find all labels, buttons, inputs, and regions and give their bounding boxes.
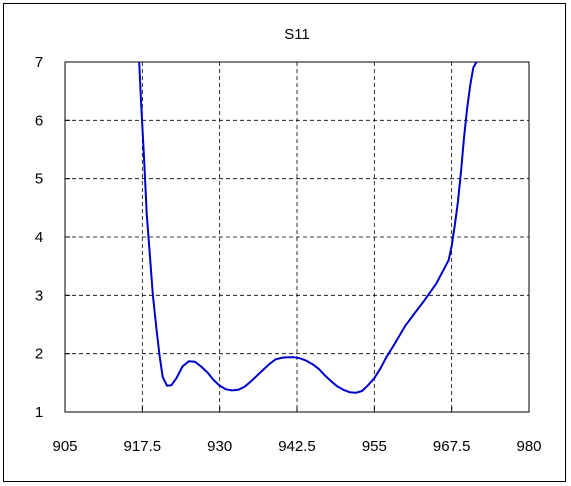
x-tick-label: 967.5 bbox=[433, 438, 471, 455]
series-layer bbox=[138, 61, 478, 394]
x-tick-label: 980 bbox=[516, 438, 541, 455]
y-tick-label: 7 bbox=[35, 54, 43, 71]
y-tick-label: 4 bbox=[35, 229, 43, 246]
x-tick-label: 955 bbox=[362, 438, 387, 455]
x-tick-label: 917.5 bbox=[124, 438, 162, 455]
chart-frame: S11 905 917.5 930 942.5 955 967.5 980 1 2 3 4 5 6 7 bbox=[3, 3, 566, 482]
x-tick-label: 905 bbox=[52, 438, 77, 455]
y-tick-label: 3 bbox=[35, 287, 43, 304]
x-tick-label: 930 bbox=[207, 438, 232, 455]
grid bbox=[65, 62, 529, 412]
chart-title: S11 bbox=[284, 26, 310, 43]
y-tick-label: 2 bbox=[35, 346, 43, 363]
x-axis-ticks: 905 917.5 930 942.5 955 967.5 980 bbox=[52, 407, 542, 455]
y-axis-ticks: 1 2 3 4 5 6 7 bbox=[35, 54, 70, 421]
y-tick-label: 1 bbox=[35, 404, 43, 421]
y-tick-label: 6 bbox=[35, 112, 43, 129]
x-tick-label: 942.5 bbox=[278, 438, 316, 455]
y-tick-label: 5 bbox=[35, 171, 43, 188]
chart-svg: S11 905 917.5 930 942.5 955 967.5 980 1 2 3 4 5 6 7 bbox=[35, 26, 542, 455]
series-line bbox=[138, 61, 478, 394]
